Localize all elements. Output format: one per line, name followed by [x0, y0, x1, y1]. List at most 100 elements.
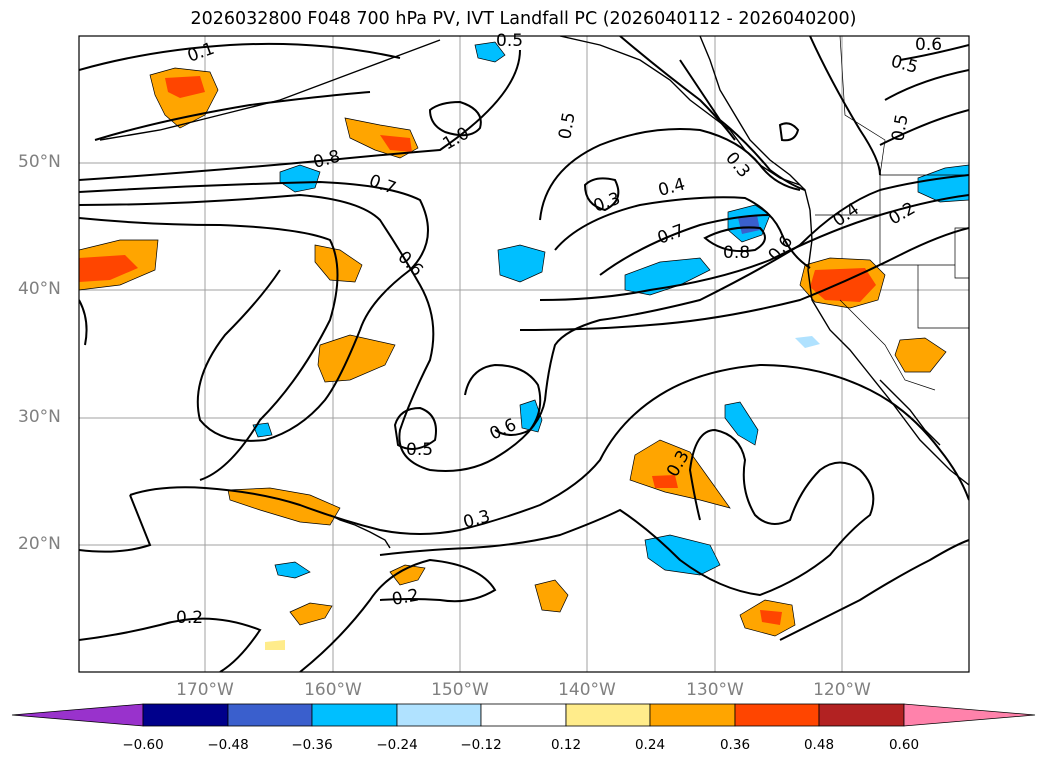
colorbar-tick-label: −0.12	[460, 737, 502, 753]
pv-contour	[79, 49, 521, 181]
lon-label: 170°W	[176, 680, 234, 700]
neg-region	[519, 399, 543, 433]
pos-region	[289, 602, 333, 626]
pv-contour	[79, 299, 88, 346]
lon-label: 130°W	[686, 680, 744, 700]
colorbar-tick-label: 0.60	[888, 737, 920, 753]
pv-contour	[539, 194, 969, 301]
pv-contour	[79, 617, 262, 672]
colorbar-bin	[142, 703, 229, 727]
neg-region	[917, 164, 969, 203]
baja-coast	[879, 379, 941, 446]
pv-contour	[379, 428, 875, 597]
contour-label: 0.3	[461, 507, 492, 533]
pv-contours	[79, 36, 969, 672]
contour-label: 0.6	[487, 415, 520, 445]
contour-label: 0.8	[311, 147, 342, 173]
pv-contour	[79, 174, 969, 472]
border	[954, 227, 969, 279]
contour-label: 0.5	[555, 111, 579, 141]
pv-contour	[79, 180, 429, 442]
contour-label: 0.5	[406, 440, 433, 460]
lat-label: 40°N	[18, 279, 61, 299]
pv-contour	[519, 227, 969, 331]
pv-contour	[299, 558, 497, 672]
contour-label: 0.2	[886, 198, 919, 229]
border	[917, 265, 969, 329]
bc-coast	[699, 36, 811, 211]
pv-contour	[703, 226, 766, 253]
neg-region-core	[738, 215, 760, 234]
neg-region	[497, 244, 546, 283]
pos-region	[389, 564, 426, 586]
pos-region-core	[810, 268, 876, 302]
contour-label: 0.7	[655, 221, 687, 249]
colorbar-arrow-left	[11, 703, 144, 727]
contour-label: 0.4	[656, 175, 687, 201]
colorbar-tick-label: −0.24	[376, 737, 418, 753]
pos-region	[894, 337, 947, 373]
pv-contour	[583, 177, 620, 212]
pv-contour	[679, 59, 806, 191]
lat-label: 20°N	[18, 534, 61, 554]
colorbar-bin	[565, 703, 651, 727]
pv-contour	[79, 494, 152, 553]
contour-label: 0.6	[393, 247, 426, 280]
pos-region	[265, 640, 285, 650]
neg-region	[644, 534, 721, 576]
pv-contour	[129, 363, 969, 535]
contour-label: 0.7	[366, 171, 398, 199]
us-west-coast	[807, 209, 969, 486]
contour-label: 0.1	[185, 39, 217, 67]
pv-contour	[79, 217, 339, 481]
colorbar-bin	[480, 703, 567, 727]
plot-frame	[78, 35, 970, 673]
aleutian-coast	[99, 39, 441, 141]
colorbar-bin	[734, 703, 820, 727]
contour-label: 0.5	[889, 52, 920, 78]
pos-region-core	[165, 76, 205, 98]
neg-region	[474, 41, 506, 63]
pv-contour	[464, 363, 542, 436]
pv-contour	[539, 128, 801, 221]
contour-label: 0.6	[915, 35, 942, 55]
map-title: 2026032800 F048 700 hPa PV, IVT Landfall…	[190, 9, 857, 29]
colorbar	[11, 703, 1036, 727]
pv-contour	[428, 100, 482, 137]
lon-label: 160°W	[304, 680, 362, 700]
alaska-coast	[559, 36, 801, 186]
colorbar-tick-label: 0.48	[803, 737, 835, 753]
pos-region-core	[79, 255, 138, 282]
pv-contour	[554, 196, 811, 269]
neg-region	[274, 561, 311, 579]
lon-label: 120°W	[813, 680, 871, 700]
political-borders	[815, 36, 969, 391]
contour-label: 0.4	[829, 199, 863, 231]
pos-region	[314, 244, 363, 283]
border	[839, 299, 936, 391]
colorbar-tick-label: −0.36	[291, 737, 333, 753]
pos-region	[317, 334, 396, 383]
shaded-regions	[79, 41, 969, 650]
colorbar-tick-label: 0.12	[550, 737, 582, 753]
colorbar-bin	[311, 703, 398, 727]
lon-label: 140°W	[558, 680, 616, 700]
contour-label: 0.2	[390, 586, 420, 610]
colorbar-bin	[227, 703, 313, 727]
pv-contour	[899, 44, 969, 61]
lon-label: 150°W	[431, 680, 489, 700]
pv-contour	[599, 214, 771, 276]
colorbar-tick-label: 0.24	[634, 737, 666, 753]
contour-label: 0.2	[176, 608, 203, 628]
neg-region	[624, 257, 711, 296]
hawaii-islands	[329, 514, 391, 549]
pos-region-core	[652, 475, 678, 488]
contour-label: 0.5	[888, 113, 912, 143]
colorbar-arrow-right	[903, 703, 1036, 727]
colorbar-tick-label: −0.60	[122, 737, 164, 753]
pos-region	[629, 439, 731, 509]
colorbar-tick-label: 0.36	[719, 737, 751, 753]
pv-contour	[884, 69, 969, 101]
border	[839, 36, 969, 176]
